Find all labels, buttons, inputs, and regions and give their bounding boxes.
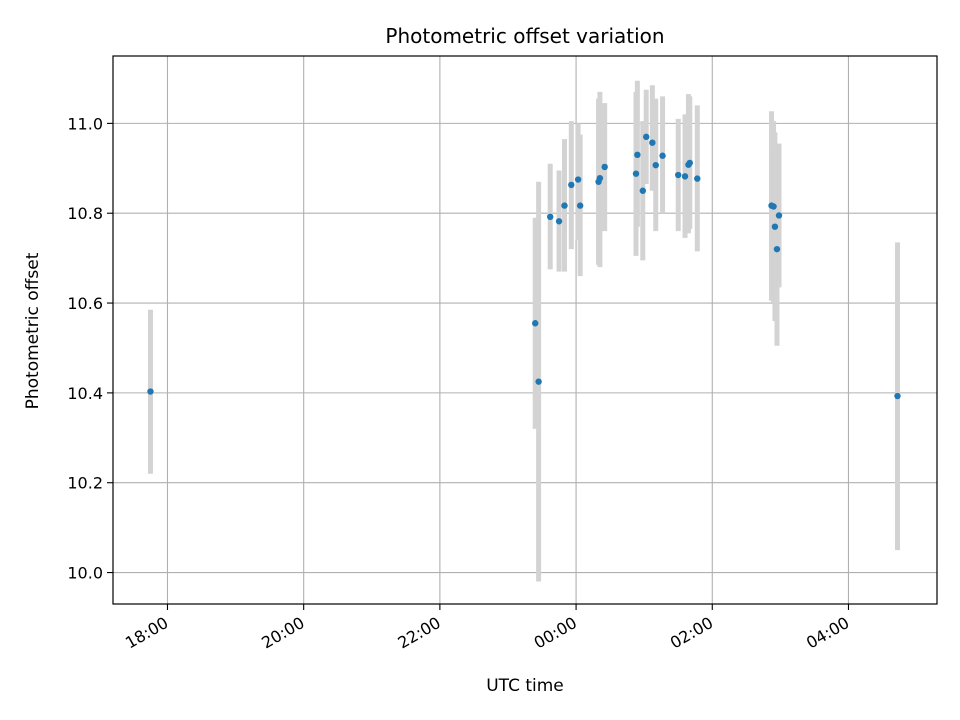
data-point [659, 152, 666, 159]
data-point [147, 388, 154, 395]
data-point [574, 176, 582, 183]
data-point [686, 159, 693, 167]
y-tick-label: 11.0 [67, 114, 103, 133]
data-point [694, 175, 701, 182]
data-point [894, 392, 901, 400]
chart-title: Photometric offset variation [385, 24, 664, 48]
data-point [576, 202, 584, 209]
data-point [775, 212, 783, 219]
data-point [601, 163, 608, 171]
data-point [773, 245, 781, 253]
data-point [634, 151, 641, 159]
data-point [555, 218, 563, 225]
data-point [681, 173, 689, 180]
y-tick-label: 10.2 [67, 474, 103, 493]
y-tick-label: 10.6 [67, 294, 103, 313]
grid-layer [113, 56, 937, 604]
data-point [643, 133, 650, 141]
data-point [546, 213, 554, 221]
data-point [652, 161, 659, 169]
data-point [649, 139, 656, 146]
y-axis-label: Photometric offset [23, 252, 43, 409]
data-point [568, 181, 575, 189]
data-point [770, 203, 777, 210]
y-tick-label: 10.4 [67, 384, 103, 403]
x-axis-label: UTC time [486, 676, 564, 696]
plot-frame [112, 55, 938, 605]
data-point [771, 223, 779, 230]
y-tick-label: 10.8 [67, 204, 103, 223]
data-point [596, 174, 604, 182]
y-tick-label: 10.0 [67, 564, 103, 583]
data-point [535, 378, 542, 385]
y-axis-ticks: 10.0 10.2 10.4 10.6 10.8 11.0 [67, 114, 113, 583]
x-axis-ticks: 18:00 20:00 22:00 00:00 02:00 04:00 [122, 604, 852, 653]
data-point [639, 187, 647, 194]
data-point [532, 320, 539, 327]
data-point [632, 170, 640, 177]
point-layer [147, 133, 901, 400]
data-point [675, 171, 682, 179]
data-point [561, 202, 568, 209]
